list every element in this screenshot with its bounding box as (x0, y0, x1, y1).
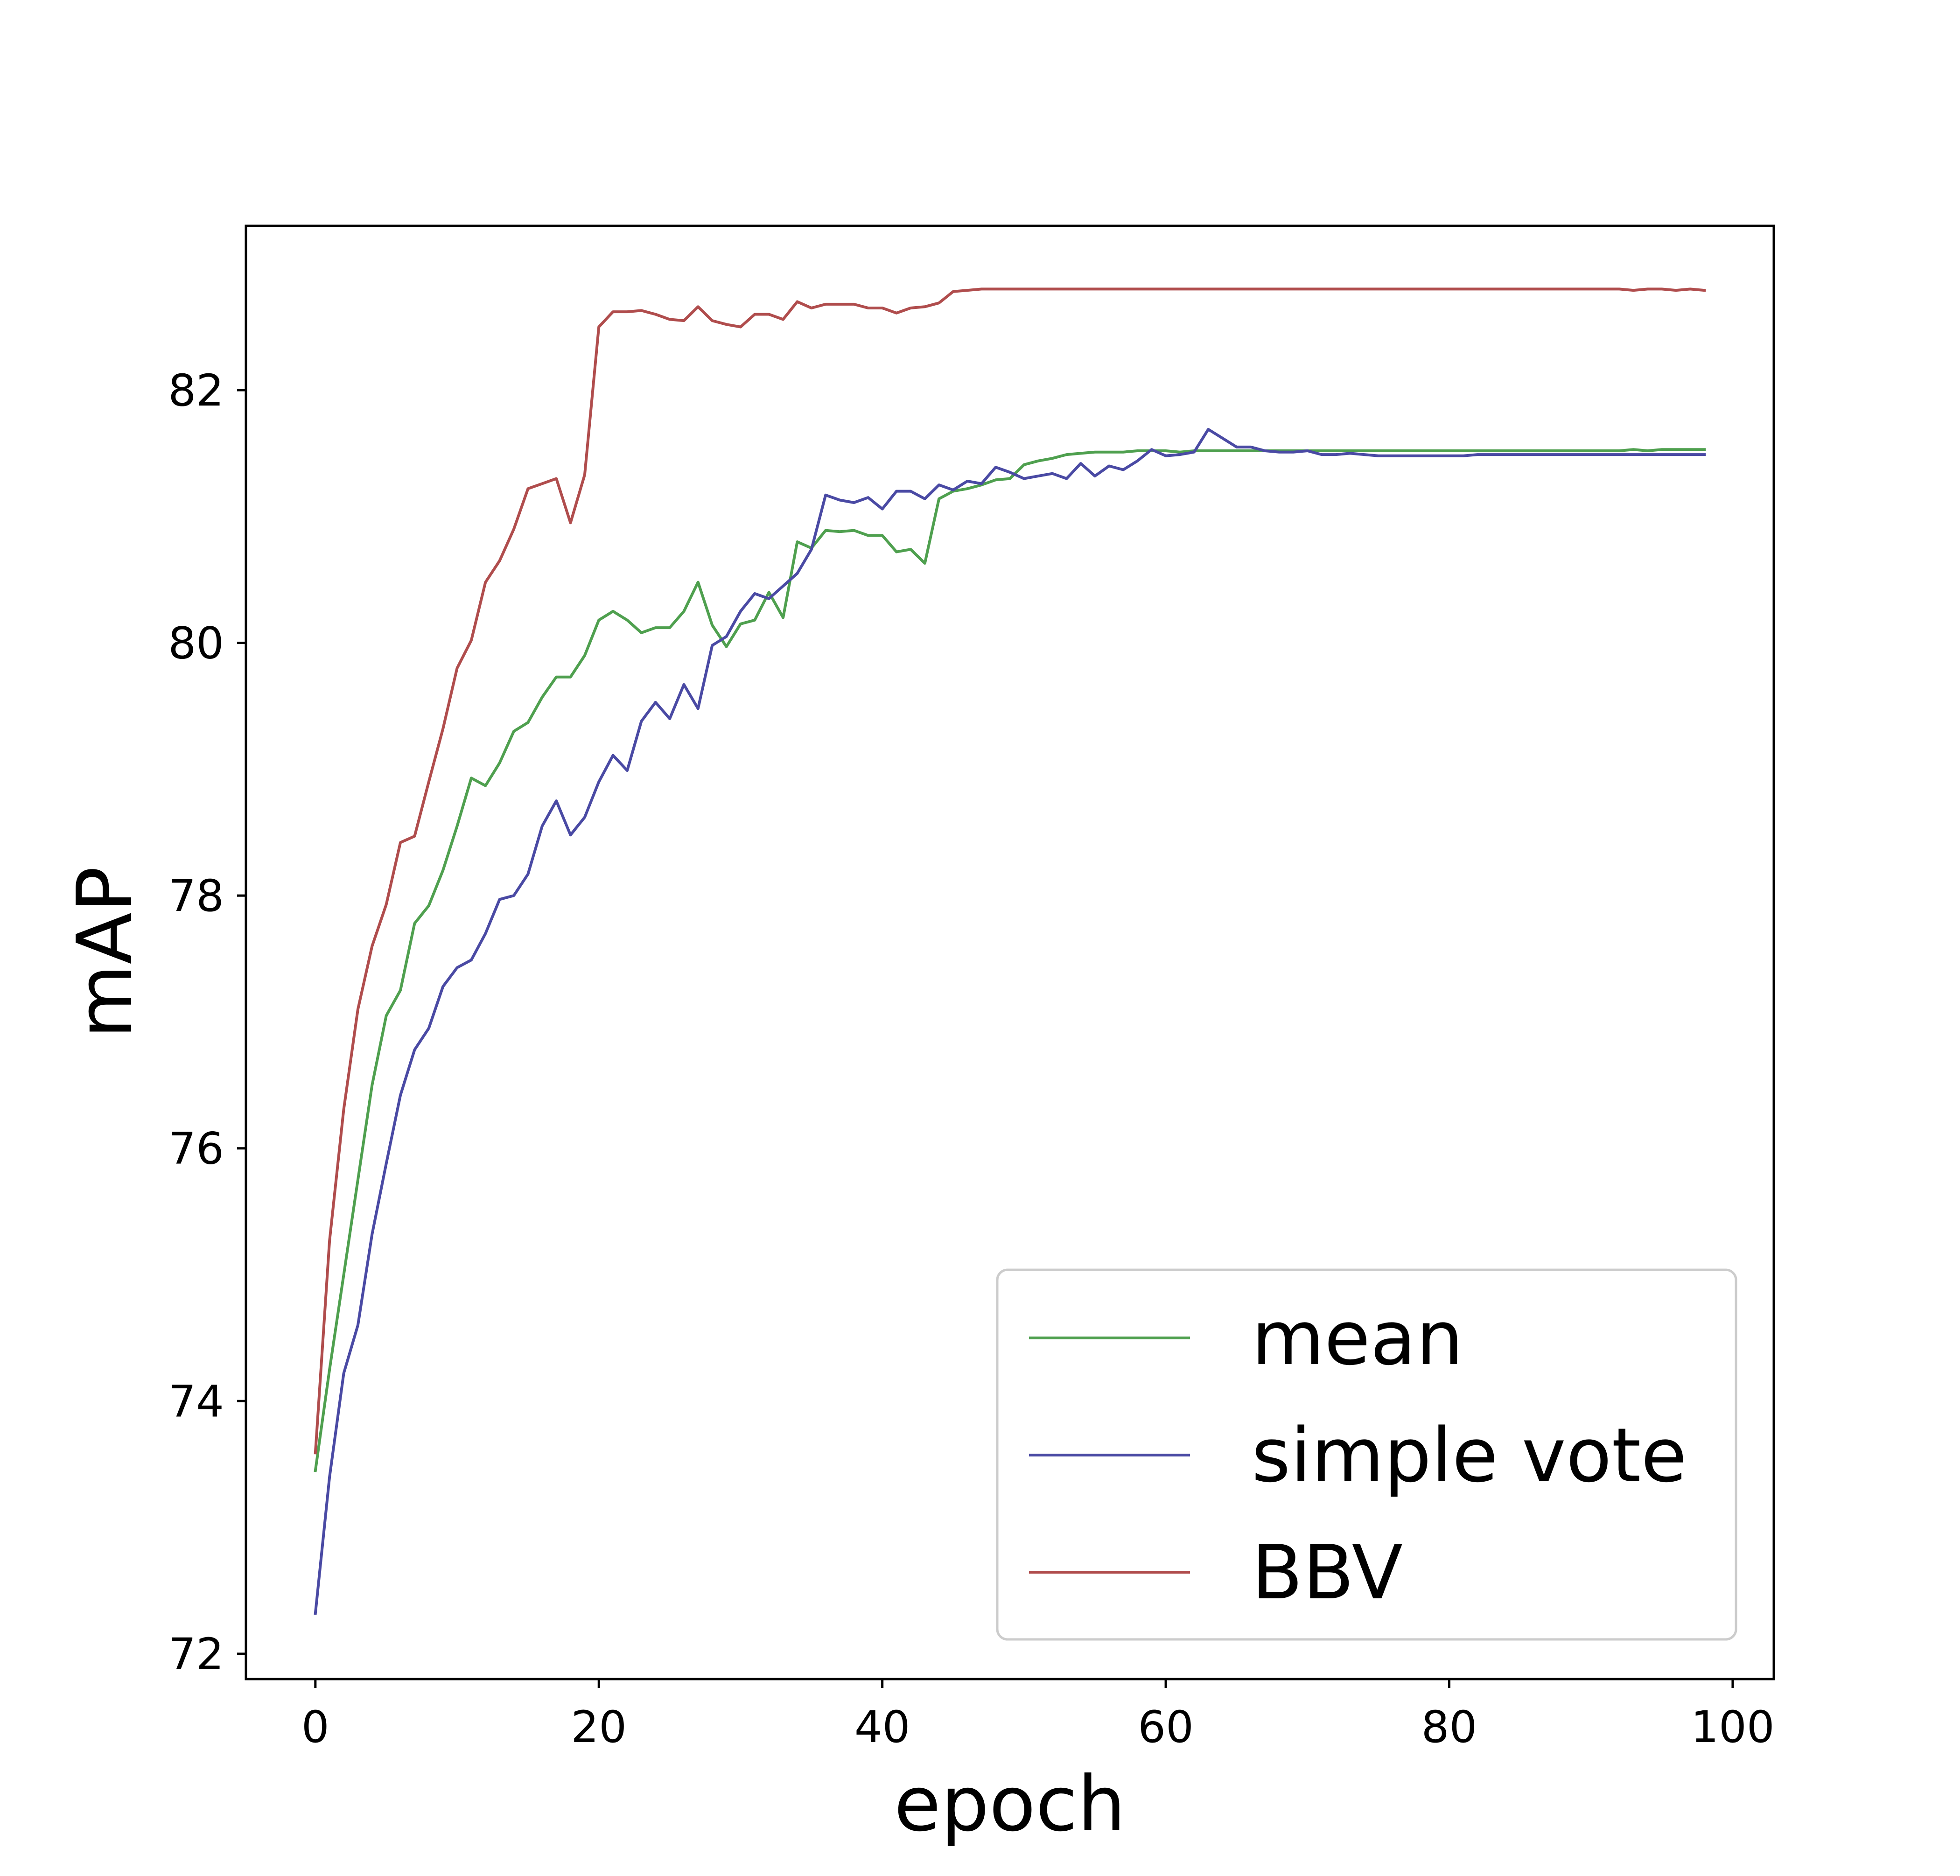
y-tick-label: 74 (168, 1376, 224, 1427)
series-line-2 (314, 287, 1706, 1455)
x-tick-label: 40 (854, 1702, 910, 1753)
legend-box (996, 1268, 1737, 1641)
y-axis-title: mAP (61, 867, 149, 1039)
y-tick-label: 78 (168, 871, 224, 922)
series-line-0 (314, 448, 1706, 1472)
y-tick-label: 76 (168, 1124, 224, 1175)
y-tick-label: 80 (168, 618, 224, 669)
legend-label-0: mean (1252, 1295, 1463, 1382)
legend: mean simple vote BBV (996, 1268, 1737, 1641)
legend-label-1: simple vote (1252, 1412, 1687, 1499)
plot-frame (245, 224, 1775, 1680)
x-axis-title: epoch (894, 1760, 1126, 1848)
series-line-1 (314, 428, 1706, 1615)
x-tick-label: 0 (301, 1702, 329, 1753)
legend-items: mean simple vote BBV (1029, 1295, 1687, 1616)
legend-label-2: BBV (1252, 1529, 1403, 1616)
x-tick-label: 60 (1138, 1702, 1194, 1753)
x-axis: 0 20 40 60 80 100 (301, 1679, 1775, 1753)
x-tick-label: 80 (1421, 1702, 1477, 1753)
y-tick-label: 72 (168, 1629, 224, 1680)
series-layer (314, 287, 1706, 1615)
y-tick-label: 82 (168, 365, 224, 416)
x-tick-label: 20 (571, 1702, 627, 1753)
y-axis: 72 74 76 78 80 82 (168, 365, 246, 1680)
x-tick-label: 100 (1691, 1702, 1774, 1753)
